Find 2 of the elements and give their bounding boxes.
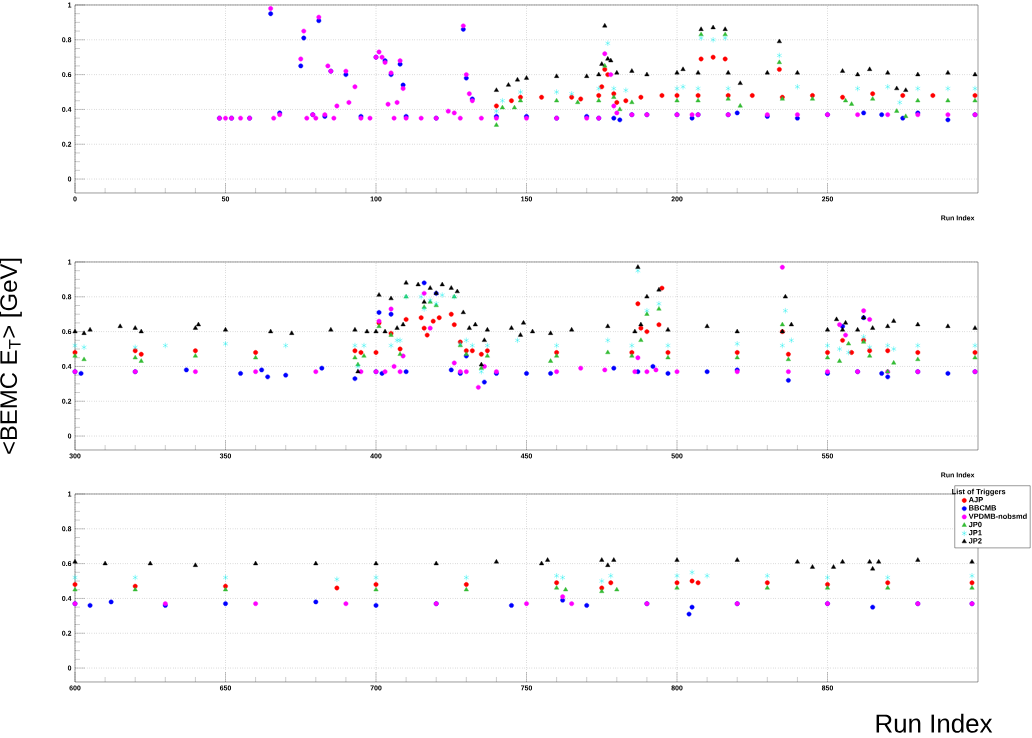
x-axis-title: Run Index (876, 713, 993, 733)
y-axis-title: <BEMC E$_{T}$> [GeV] (0, 258, 22, 454)
